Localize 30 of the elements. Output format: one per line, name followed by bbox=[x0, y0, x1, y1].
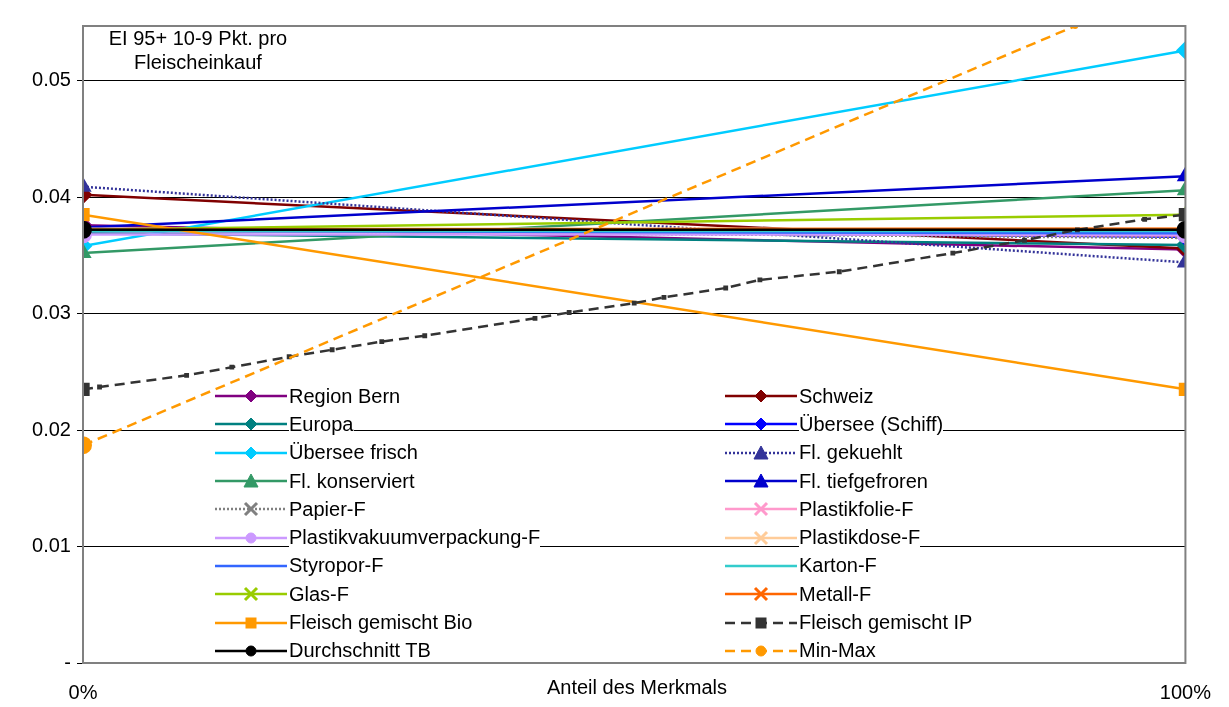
legend-label: Plastikfolie-F bbox=[799, 497, 914, 521]
legend-label: Styropor-F bbox=[289, 554, 384, 578]
legend-label: Fleisch gemischt Bio bbox=[289, 611, 473, 635]
legend-label: Min-Max bbox=[799, 639, 876, 663]
legend-label: Plastikdose-F bbox=[799, 526, 921, 550]
y-tick-label: 0.03 bbox=[32, 301, 71, 324]
legend-label: Plastikvakuumverpackung-F bbox=[289, 526, 541, 550]
legend-label: Schweiz bbox=[799, 384, 874, 408]
x-tick-label: 100% bbox=[1159, 680, 1212, 703]
legend-label: Übersee frisch bbox=[289, 441, 418, 465]
legend-label: Papier-F bbox=[289, 497, 366, 521]
y-tick-label: 0.04 bbox=[32, 184, 71, 207]
legend-label: Europa bbox=[289, 412, 354, 436]
legend-label: Fleisch gemischt IP bbox=[799, 611, 973, 635]
legend-label: Glas-F bbox=[289, 582, 349, 606]
y-tick-label: - bbox=[64, 650, 71, 673]
legend-label: Fl. tiefgefroren bbox=[799, 469, 928, 493]
y-tick-label: 0.02 bbox=[32, 417, 71, 440]
legend-label: Fl. gekuehlt bbox=[799, 441, 903, 465]
legend-label: Durchschnitt TB bbox=[289, 639, 431, 663]
legend-label: Region Bern bbox=[289, 384, 401, 408]
legend-label: Übersee (Schiff) bbox=[799, 412, 944, 436]
text: EI 95+ 10-9 Pkt. pro Fleischeinkauf bbox=[107, 26, 289, 74]
x-tick-label: 0% bbox=[68, 680, 98, 703]
x-axis-title: Anteil des Merkmals bbox=[546, 676, 728, 698]
y-tick-label: 0.01 bbox=[32, 534, 71, 557]
legend-label: Karton-F bbox=[799, 554, 877, 578]
legend-label: Metall-F bbox=[799, 582, 872, 606]
legend-label: Fl. konserviert bbox=[289, 469, 415, 493]
y-tick-label: 0.05 bbox=[32, 68, 71, 91]
